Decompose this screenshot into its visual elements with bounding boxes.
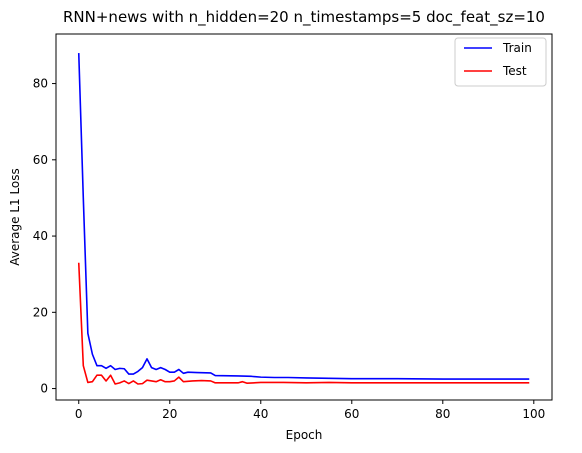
series-layer (77, 53, 530, 385)
x-tick-label: 100 (522, 407, 545, 421)
y-tick-label: 0 (40, 382, 48, 396)
y-tick-label: 60 (33, 153, 48, 167)
series-line-train (77, 53, 530, 380)
ticks-layer: 0 20 40 60 80 100 0 20 40 60 80 (33, 77, 546, 421)
x-tick-label: 40 (253, 407, 268, 421)
x-axis-label: Epoch (286, 428, 323, 442)
legend-label-test: Test (502, 64, 527, 78)
y-tick-label: 20 (33, 305, 48, 319)
chart-title: RNN+news with n_hidden=20 n_timestamps=5… (63, 8, 545, 27)
legend: Train Test (454, 37, 547, 87)
x-tick-label: 20 (162, 407, 177, 421)
x-tick-label: 0 (75, 407, 83, 421)
legend-box (454, 37, 547, 87)
y-axis-label: Average L1 Loss (8, 168, 22, 266)
plot-frame (55, 33, 553, 401)
series-line-test (77, 262, 530, 385)
x-tick-label: 60 (344, 407, 359, 421)
y-tick-label: 40 (33, 229, 48, 243)
legend-label-train: Train (502, 41, 532, 55)
y-tick-label: 80 (33, 77, 48, 91)
x-tick-label: 80 (435, 407, 450, 421)
